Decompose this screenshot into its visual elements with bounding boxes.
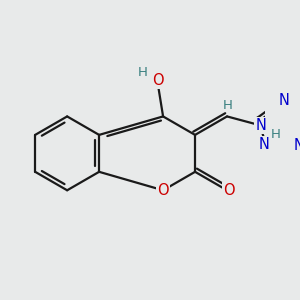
Text: N: N <box>293 138 300 153</box>
Text: H: H <box>138 66 148 79</box>
Text: H: H <box>223 98 233 112</box>
Text: N: N <box>256 118 266 133</box>
Text: O: O <box>223 183 234 198</box>
Text: H: H <box>271 128 281 141</box>
Text: O: O <box>157 183 169 198</box>
Text: O: O <box>152 73 164 88</box>
Text: N: N <box>258 137 269 152</box>
Text: N: N <box>278 93 290 108</box>
